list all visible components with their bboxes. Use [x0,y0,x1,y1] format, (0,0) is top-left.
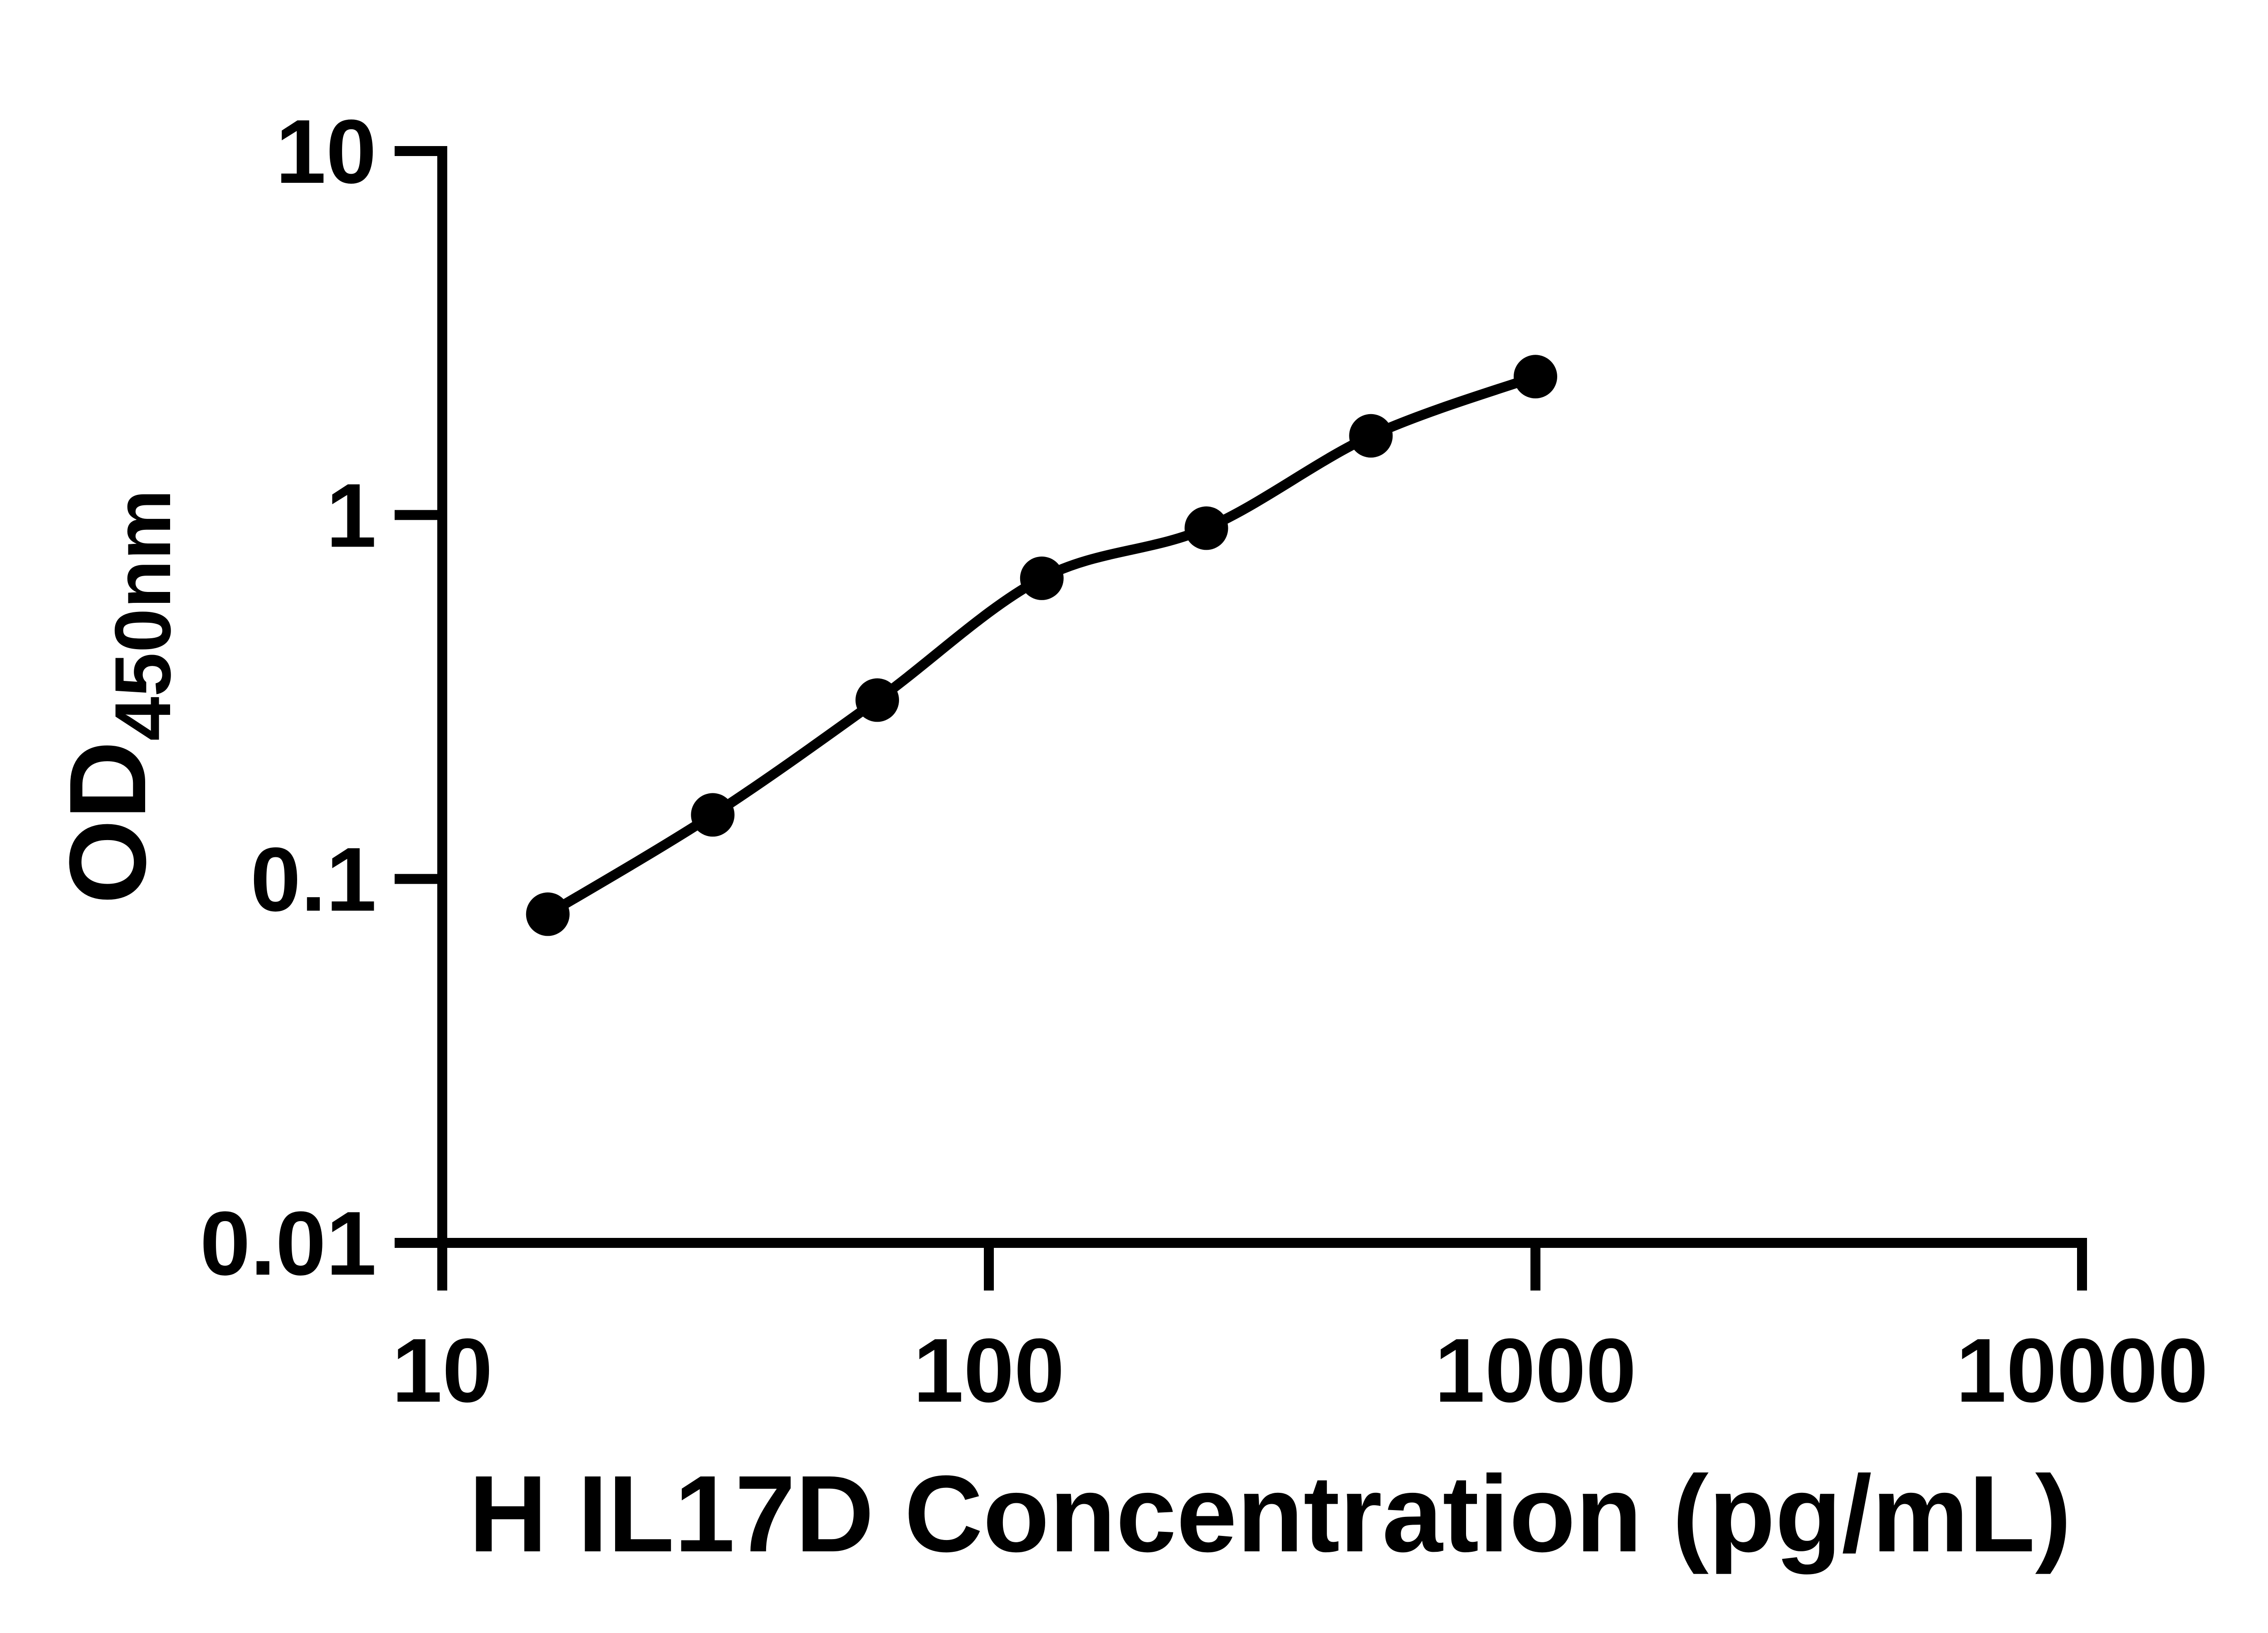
y-tick-label: 0.01 [200,1193,376,1294]
x-tick-mark [984,1243,994,1291]
y-axis-title: OD450nm [47,489,187,904]
plot-area [526,355,1557,936]
x-axis-line [437,1238,2087,1248]
x-tick-mark [2077,1243,2087,1291]
data-point [1349,414,1393,458]
x-axis-title: H IL17D Concentration (pg/mL) [469,1453,2071,1574]
data-point [1020,556,1064,600]
y-tick-label: 1 [326,465,376,566]
x-tick-mark [1530,1243,1540,1291]
x-tick-label: 10 [392,1320,493,1421]
y-tick-mark [395,874,442,884]
svg-text:OD450nm: OD450nm [47,489,187,904]
x-tick-label: 1000 [1435,1320,1637,1421]
y-tick-label: 0.1 [250,829,376,930]
y-axis-title-subscript: 450nm [99,489,187,741]
data-point [855,678,899,722]
data-point [526,892,570,936]
x-tick-label: 10000 [1956,1320,2208,1421]
standard-curve [545,372,1537,919]
data-point [1184,506,1228,550]
y-tick-mark [395,510,442,520]
y-tick-mark [395,146,442,156]
x-tick-mark [437,1243,447,1291]
y-tick-mark [395,1238,442,1248]
data-point [691,793,735,837]
y-tick-label: 10 [276,101,376,202]
y-axis-title-main: OD [47,741,168,904]
x-tick-label: 100 [913,1320,1065,1421]
data-point [1514,355,1557,399]
y-axis-line [437,146,447,1248]
